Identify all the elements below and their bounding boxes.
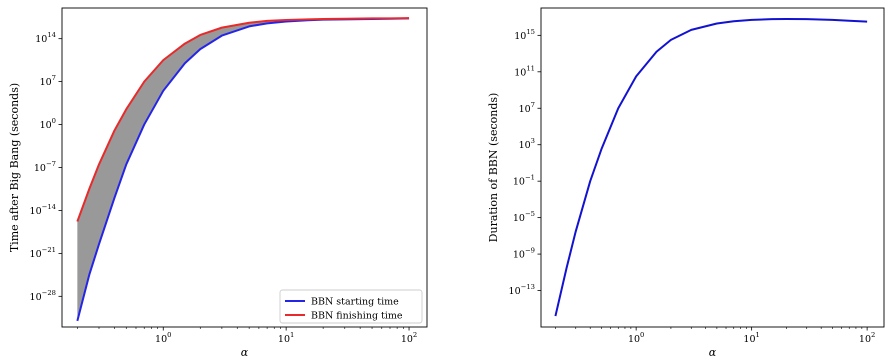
y-tick-label-base: 10 [509,286,521,297]
y-tick-label-base: 10 [30,292,42,303]
y-tick-label-exp: 3 [531,137,535,145]
legend: BBN starting time BBN finishing time [279,289,423,324]
x-tick-label: 101 [743,331,759,345]
y-tick-label-base: 10 [513,213,525,224]
x-tick-label: 100 [628,331,644,345]
x-axis-label: α [241,346,249,359]
x-tick-label-base: 10 [628,334,640,345]
y-tick-label-exp: −5 [525,210,535,218]
y-tick-label-base: 10 [519,140,531,151]
x-tick-label: 102 [859,331,875,345]
y-tick-label-base: 10 [514,31,526,42]
y-tick-label: 10−13 [509,283,535,297]
series-line-1 [554,17,868,317]
y-tick-label: 10−21 [30,246,56,260]
y-tick-label: 10−5 [513,210,535,224]
legend-label: BBN starting time [311,297,399,308]
x-tick-label: 102 [401,331,417,345]
y-tick-label-base: 10 [34,163,46,174]
y-tick-label: 10−9 [513,247,535,261]
chart-panel-1: 100 101 102101410710010−710−1410−2110−28αT… [8,7,428,359]
y-tick-label-base: 10 [519,104,531,115]
x-tick-label-exp: 0 [640,331,644,339]
y-tick-label: 1011 [514,64,535,78]
y-tick-label: 107 [519,101,535,115]
y-tick-label: 10−1 [513,174,535,188]
y-axis-label: Time after Big Bang (seconds) [8,83,21,252]
x-tick-label-exp: 0 [167,331,171,339]
y-tick-label-exp: −9 [525,247,535,255]
y-tick-label-base: 10 [40,77,52,88]
y-tick-label: 10−28 [30,289,56,303]
chart-panel-2: 100 101 1021015101110710310−110−510−910−13… [487,7,885,359]
series-line-bbn-finishing-time [76,17,410,222]
y-tick-label: 1014 [35,31,56,45]
y-axis-label: Duration of BBN (seconds) [487,93,500,243]
y-tick-label: 10−14 [30,203,56,217]
y-tick-label-exp: 7 [52,74,56,82]
x-tick-label-base: 10 [743,334,755,345]
y-tick-label-base: 10 [30,206,42,217]
shaded-bbn-interval [77,18,410,321]
x-tick-label-base: 10 [278,334,290,345]
x-tick-label: 101 [278,331,294,345]
y-tick-label-exp: −21 [42,246,56,254]
y-tick-label-exp: 11 [526,64,535,72]
series-line-bbn-starting-time [76,17,410,322]
y-tick-label-exp: −28 [42,289,56,297]
y-tick-label: 103 [519,137,535,151]
y-tick-label-exp: −1 [525,174,535,182]
x-tick-label-base: 10 [859,334,871,345]
x-tick-label-exp: 2 [871,331,875,339]
y-tick-label: 107 [40,74,56,88]
legend-box [279,289,423,324]
y-tick-label: 1015 [514,28,535,42]
x-tick-label-exp: 1 [290,331,294,339]
y-tick-label-base: 10 [513,250,525,261]
y-tick-label-exp: 7 [531,101,535,109]
x-tick-label-base: 10 [401,334,413,345]
x-tick-label: 100 [155,331,171,345]
y-tick-label: 100 [40,117,56,131]
y-tick-label-base: 10 [30,249,42,260]
y-tick-label-exp: −14 [42,203,56,211]
y-tick-label-base: 10 [513,177,525,188]
legend-label: BBN finishing time [311,311,403,322]
x-tick-label-base: 10 [155,334,167,345]
x-axis-label: α [709,346,717,359]
y-tick-label-exp: 15 [526,28,535,36]
y-tick-label: 10−7 [34,160,56,174]
plot-frame [540,7,885,328]
y-tick-label-exp: 0 [52,117,56,125]
y-tick-label-exp: 14 [47,31,56,39]
y-tick-label-exp: −7 [46,160,56,168]
y-tick-label-base: 10 [35,34,47,45]
x-tick-label-exp: 1 [756,331,760,339]
y-tick-label-base: 10 [40,120,52,131]
y-tick-label-exp: −13 [521,283,535,291]
x-tick-label-exp: 2 [413,331,417,339]
y-tick-label-base: 10 [514,67,526,78]
